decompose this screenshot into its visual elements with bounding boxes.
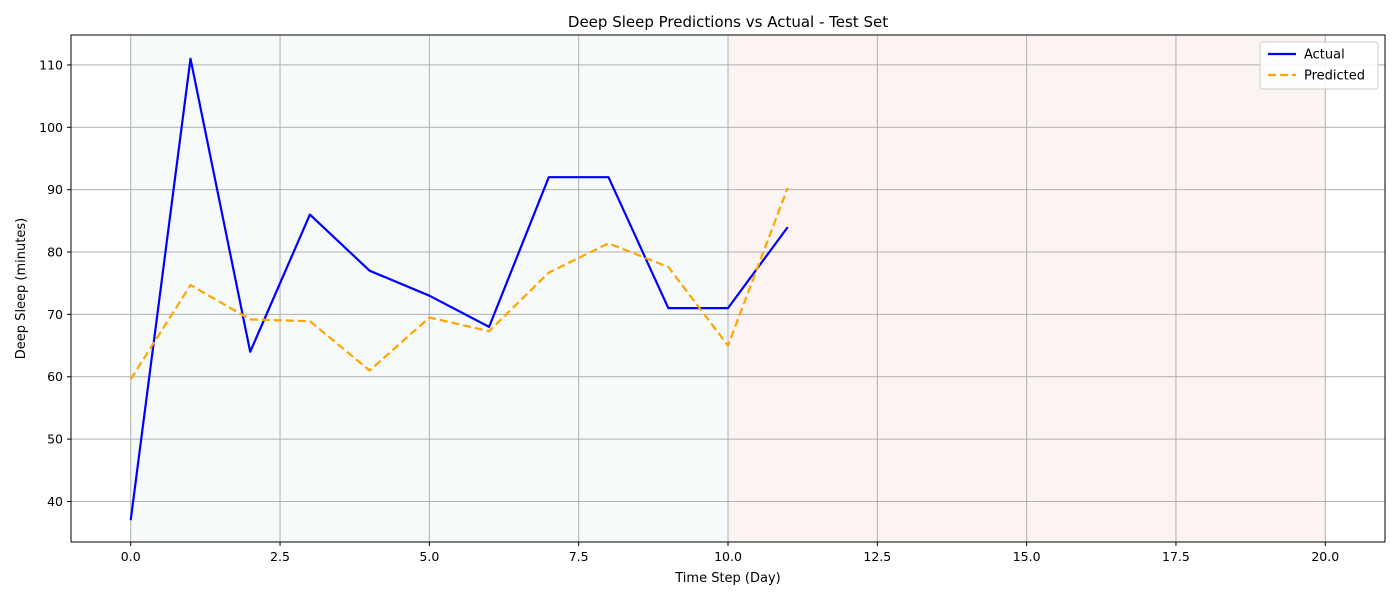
y-axis-title: Deep Sleep (minutes) <box>14 218 29 359</box>
y-tick-label: 60 <box>47 369 63 384</box>
x-tick-label: 7.5 <box>569 549 589 564</box>
x-tick-label: 17.5 <box>1162 549 1190 564</box>
x-tick-label: 10.0 <box>714 549 742 564</box>
x-axis-title: Time Step (Day) <box>674 571 781 586</box>
legend-label-predicted: Predicted <box>1304 69 1365 84</box>
x-tick-label: 5.0 <box>419 549 439 564</box>
y-tick-label: 90 <box>47 182 63 197</box>
y-tick-label: 40 <box>47 494 63 509</box>
legend-items: Actual Predicted <box>1268 48 1365 84</box>
x-tick-label: 20.0 <box>1311 549 1339 564</box>
y-tick-label: 70 <box>47 307 63 322</box>
x-tick-label: 15.0 <box>1013 549 1041 564</box>
y-axis-ticks: 40 50 60 70 80 90 100 110 <box>39 57 71 509</box>
x-tick-label: 12.5 <box>863 549 891 564</box>
series-lines <box>129 57 789 521</box>
y-tick-label: 100 <box>39 120 63 135</box>
y-tick-label: 110 <box>39 57 63 72</box>
grid <box>71 35 1385 542</box>
series-line-predicted <box>129 187 789 380</box>
chart-title: Deep Sleep Predictions vs Actual - Test … <box>568 13 888 31</box>
x-tick-label: 0.0 <box>121 549 141 564</box>
legend: Actual Predicted <box>1259 41 1379 90</box>
x-tick-label: 2.5 <box>270 549 290 564</box>
series-line-actual <box>129 57 789 521</box>
y-tick-label: 50 <box>47 432 63 447</box>
legend-label-actual: Actual <box>1304 48 1345 63</box>
x-axis-ticks: 0.0 2.5 5.0 7.5 10.0 12.5 15.0 17.5 20.0 <box>121 542 1339 564</box>
y-tick-label: 80 <box>47 245 63 260</box>
